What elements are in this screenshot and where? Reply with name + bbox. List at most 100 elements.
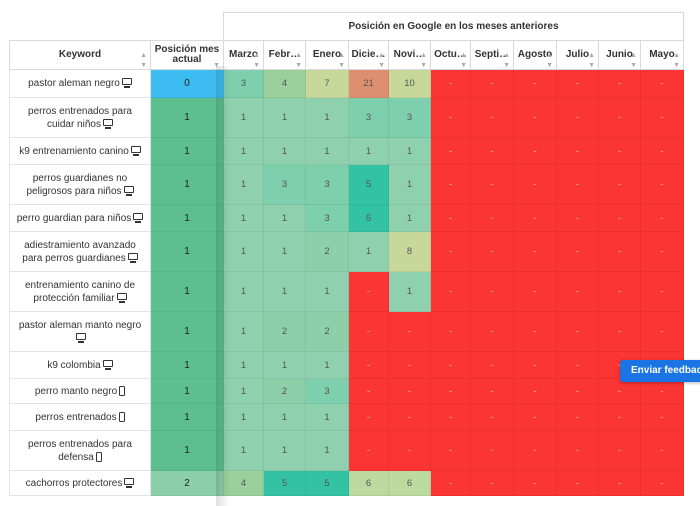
month-position-cell: - [430,97,471,138]
month-column-header[interactable]: Septi… ▲ ▼ [470,40,514,70]
month-position-cell: - [598,470,641,496]
month-position-cell: 5 [263,470,306,496]
desktop-device-icon [127,252,138,263]
current-position-cell: 1 [150,403,224,431]
keyword-cell[interactable]: pastor aleman manto negro [9,311,151,352]
keyword-cell[interactable]: k9 entrenamiento canino [9,137,151,165]
keyword-text: pastor aleman negro [28,78,120,89]
keyword-text: entrenamiento canino de protección famil… [24,279,136,304]
month-position-cell: - [430,69,471,98]
month-position-cell: 21 [348,69,389,98]
keyword-text: perro manto negro [34,385,118,397]
month-position-cell: - [640,430,684,471]
month-header-label: Novi… [393,49,426,60]
current-position-column-header[interactable]: Posición mes actual ▼ [150,40,224,70]
keyword-text: perro guardian para niños [16,212,132,224]
month-position-cell: - [470,311,514,352]
desktop-device-icon [116,292,127,303]
month-position-cell: - [513,403,557,431]
month-position-cell: 5 [348,204,389,232]
month-position-cell: - [513,430,557,471]
month-position-cell: - [348,351,389,379]
month-position-cell: 4 [223,470,264,496]
month-position-cell: 1 [263,271,306,312]
table-row: pastor aleman manto negro 1 1 2 2- - - - - - - - [9,311,684,352]
month-position-cell: - [470,164,514,205]
keyword-cell[interactable]: perros entrenados para defensa [9,430,151,471]
month-column-header[interactable]: Novi… ▲ ▼ [388,40,431,70]
month-position-cell: - [598,231,641,272]
month-position-cell: 8 [388,231,431,272]
month-position-cell: - [430,351,471,379]
keyword-column-header[interactable]: Keyword ▲ ▼ [9,40,151,70]
keyword-cell[interactable]: k9 colombia [9,351,151,379]
month-position-cell: 1 [223,271,264,312]
month-position-cell: 1 [305,351,349,379]
month-position-cell: - [388,351,431,379]
keyword-cell[interactable]: adiestramiento avanzado para perros guar… [9,231,151,272]
desktop-device-icon [121,78,132,89]
month-column-header[interactable]: Mayo ▲ ▼ [640,40,684,70]
month-position-cell: - [513,271,557,312]
month-position-cell: - [348,311,389,352]
sort-arrows-icon: ▲ ▼ [378,52,385,69]
month-position-cell: 3 [388,97,431,138]
keyword-text: perros guardianes no peligrosos para niñ… [26,172,128,197]
month-position-cell: - [556,271,599,312]
month-position-cell: - [513,231,557,272]
keyword-cell[interactable]: entrenamiento canino de protección famil… [9,271,151,312]
month-position-cell: - [598,204,641,232]
month-position-cell: - [348,378,389,404]
month-header-label: Enero [312,49,342,60]
month-column-header[interactable]: Octu… ▲ ▼ [430,40,471,70]
keyword-cell[interactable]: perro manto negro [9,378,151,404]
month-position-cell: - [470,271,514,312]
month-column-header[interactable]: Marzo ▲ ▼ [223,40,264,70]
month-position-cell: - [513,137,557,165]
desktop-device-icon [124,477,135,488]
month-position-cell: 2 [263,378,306,404]
sort-arrows-icon: ▲ ▼ [420,52,427,69]
month-position-cell: - [348,271,389,312]
month-position-cell: - [430,378,471,404]
keyword-cell[interactable]: perros entrenados para cuidar niños [9,97,151,138]
keyword-cell[interactable]: perro guardian para niños [9,204,151,232]
month-position-cell: - [556,231,599,272]
month-column-header[interactable]: Febr… ▲ ▼ [263,40,306,70]
month-column-header[interactable]: Dicie… ▲ ▼ [348,40,389,70]
mobile-device-icon [95,451,102,462]
current-position-cell: 1 [150,97,224,138]
keyword-text: perros entrenados [35,411,117,423]
keyword-cell[interactable]: pastor aleman negro [9,69,151,98]
send-feedback-button[interactable]: Enviar feedback [620,360,700,382]
month-position-cell: 3 [348,97,389,138]
sort-arrows-icon: ▲ ▼ [673,52,680,69]
desktop-device-icon [102,118,113,129]
month-header-label: Junio [606,49,633,60]
month-position-cell: 4 [263,69,306,98]
table-row: perros entrenados para defensa 1 1 1 1- - - - - -… [9,430,684,471]
month-position-cell: - [640,97,684,138]
table-row: perros guardianes no peligrosos para niñ… [9,164,684,205]
keyword-cell[interactable]: perros entrenados [9,403,151,431]
month-position-cell: 1 [263,403,306,431]
keyword-cell[interactable]: perros guardianes no peligrosos para niñ… [9,164,151,205]
month-position-cell: - [470,97,514,138]
month-position-cell: - [513,97,557,138]
keyword-cell[interactable]: cachorros protectores [9,470,151,496]
month-position-cell: - [430,137,471,165]
month-position-cell: 1 [223,403,264,431]
month-position-cell: - [640,271,684,312]
month-position-cell: 1 [348,231,389,272]
month-position-cell: - [513,164,557,205]
month-column-header[interactable]: Julio ▲ ▼ [556,40,599,70]
month-column-header[interactable]: Junio ▲ ▼ [598,40,641,70]
month-column-header[interactable]: Agosto ▲ ▼ [513,40,557,70]
month-position-cell: - [556,311,599,352]
month-column-header[interactable]: Enero ▲ ▼ [305,40,349,70]
month-position-cell: 1 [388,271,431,312]
month-position-cell: - [430,164,471,205]
month-position-cell: - [598,403,641,431]
month-position-cell: - [513,69,557,98]
